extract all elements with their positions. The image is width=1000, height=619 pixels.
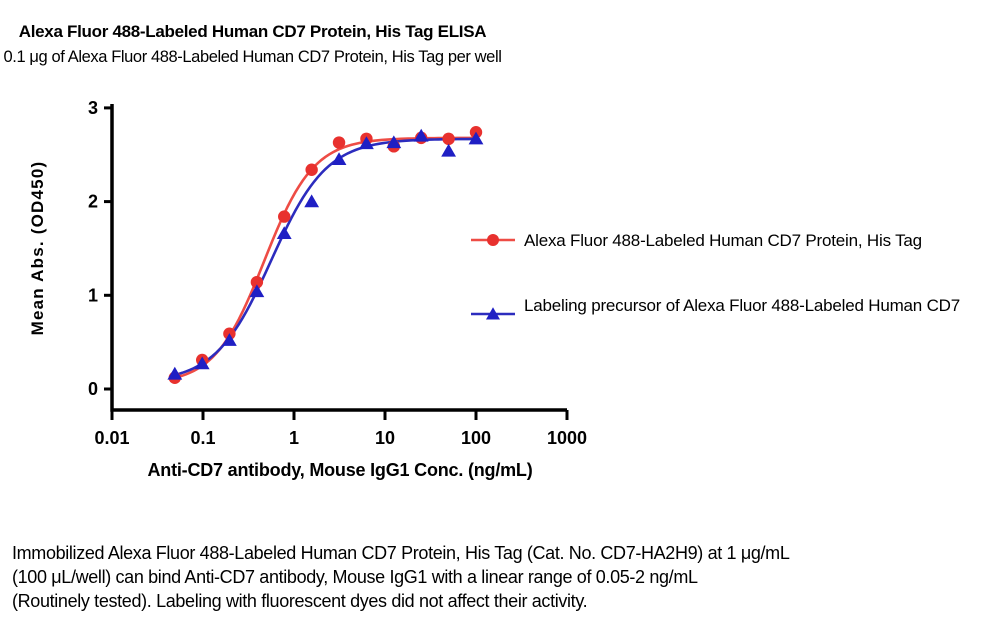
data-point-triangle [194, 356, 210, 370]
data-point-triangle [359, 136, 374, 150]
chart-title: Alexa Fluor 488-Labeled Human CD7 Protei… [18, 22, 487, 41]
data-point-triangle [413, 128, 429, 142]
x-tick-label: 1000 [547, 428, 587, 448]
fit-curve-labeled [174, 136, 477, 380]
data-point-triangle [331, 152, 347, 166]
x-tick-label: 0.01 [94, 428, 129, 448]
chart-title-block: Alexa Fluor 488-Labeled Human CD7 Protei… [0, 22, 505, 67]
x-tick-label: 10 [375, 428, 395, 448]
caption-line-2: (100 μL/well) can bind Anti-CD7 antibody… [12, 567, 698, 587]
elisa-plot-canvas: 0 1 2 3 0.01 0.1 1 10 100 1000 [88, 98, 587, 448]
legend-blue-triangle-marker-icon [470, 306, 516, 322]
fit-curve-precursor [174, 137, 477, 377]
data-point-triangle [167, 366, 183, 380]
data-point-triangle [386, 135, 402, 149]
legend-label-precursor: Labeling precursor of Alexa Fluor 488-La… [524, 296, 960, 315]
x-tick-label: 1 [289, 428, 299, 448]
data-point-triangle [441, 143, 457, 157]
legend-red-circle-marker-icon [470, 232, 516, 248]
y-tick-label: 2 [88, 192, 98, 212]
data-point-circle [250, 275, 264, 289]
y-tick-label: 3 [88, 98, 98, 118]
data-point-triangle [304, 194, 320, 208]
y-tick-label: 0 [88, 379, 98, 399]
data-point-circle [442, 132, 455, 146]
legend-marker-glyph [471, 234, 515, 246]
chart-subtitle: 0.1 μg of Alexa Fluor 488-Labeled Human … [3, 48, 502, 66]
legend-circle-icon [487, 234, 499, 246]
legend-marker-glyph [471, 307, 515, 320]
caption-line-1: Immobilized Alexa Fluor 488-Labeled Huma… [12, 543, 790, 563]
data-point-circle [332, 136, 346, 149]
legend-triangle-icon [486, 307, 500, 320]
x-axis-title: Anti-CD7 antibody, Mouse IgG1 Conc. (ng/… [147, 460, 533, 480]
caption-line-3: (Routinely tested). Labeling with fluore… [12, 591, 588, 611]
figure-caption: Immobilized Alexa Fluor 488-Labeled Huma… [12, 541, 912, 613]
x-tick-label: 100 [461, 428, 491, 448]
y-axis-title: Mean Abs. (OD450) [28, 160, 47, 336]
x-tick-label: 0.1 [190, 428, 215, 448]
data-point-triangle [249, 284, 265, 298]
data-point-triangle [468, 131, 484, 145]
y-tick-label: 1 [88, 285, 98, 305]
data-point-triangle [276, 226, 292, 240]
legend-label-labeled-protein: Alexa Fluor 488-Labeled Human CD7 Protei… [524, 231, 922, 250]
data-point-circle [305, 163, 318, 176]
data-point-circle [278, 210, 291, 223]
data-point-triangle [221, 333, 237, 346]
